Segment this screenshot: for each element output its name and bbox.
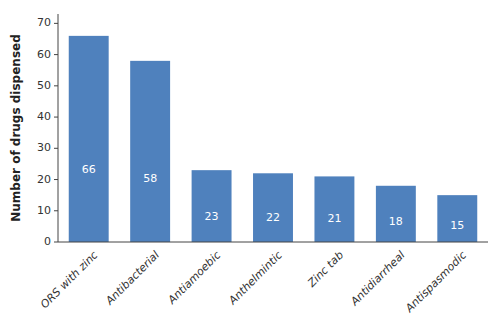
- y-tick-label: 0: [44, 235, 51, 248]
- y-tick: [54, 117, 58, 118]
- bar: [437, 195, 477, 242]
- data-label: 66: [82, 163, 96, 176]
- data-label: 15: [450, 219, 464, 232]
- data-label: 21: [327, 212, 341, 225]
- x-tick-label: Antidiarrheal: [347, 249, 407, 309]
- x-tick-label: Antispasmodic: [402, 249, 469, 316]
- y-axis: 0 10 20 30 40 50 60 70: [37, 14, 58, 248]
- y-tick-label: 60: [37, 48, 51, 61]
- y-tick-label: 10: [37, 204, 51, 217]
- y-tick: [54, 85, 58, 86]
- data-label: 23: [205, 210, 219, 223]
- y-tick-label: 20: [37, 173, 51, 186]
- data-label: 58: [143, 172, 157, 185]
- x-tick-label: ORS with zinc: [38, 249, 101, 312]
- x-tick-label: Antibacterial: [102, 249, 161, 308]
- x-tick-label: Antiamoebic: [165, 249, 224, 308]
- data-labels: 66 58 23 22 21 18 15: [82, 163, 465, 232]
- y-tick: [54, 210, 58, 211]
- bar: [130, 61, 170, 242]
- y-tick: [54, 242, 58, 243]
- y-tick-label: 40: [37, 110, 51, 123]
- y-axis-line: [58, 14, 59, 242]
- bar: [253, 173, 293, 242]
- y-tick: [54, 148, 58, 149]
- x-tick-label: Anthelmintic: [226, 249, 285, 308]
- bar: [192, 170, 232, 242]
- data-label: 18: [389, 215, 403, 228]
- y-tick-label: 70: [37, 16, 51, 29]
- y-tick-label: 30: [37, 141, 51, 154]
- x-tick-label: Zinc tab: [304, 249, 346, 291]
- bars: [69, 36, 478, 242]
- bar: [376, 186, 416, 242]
- y-tick: [54, 23, 58, 24]
- y-axis-label: Number of drugs dispensed: [9, 34, 23, 222]
- x-axis: ORS with zincAntibacterialAntiamoebicAnt…: [38, 242, 488, 315]
- bar: [69, 36, 109, 242]
- x-axis-line: [58, 242, 488, 243]
- y-tick-label: 50: [37, 79, 51, 92]
- chart-container: 66 58 23 22 21 18 15 0 10 20 30 40 50 60 70 Number of d…: [0, 0, 500, 318]
- data-label: 22: [266, 211, 280, 224]
- y-tick: [54, 179, 58, 180]
- y-tick: [54, 54, 58, 55]
- bar: [314, 176, 354, 242]
- chart: 66 58 23 22 21 18 15 0 10 20 30 40 50 60 70 Number of d…: [0, 0, 500, 318]
